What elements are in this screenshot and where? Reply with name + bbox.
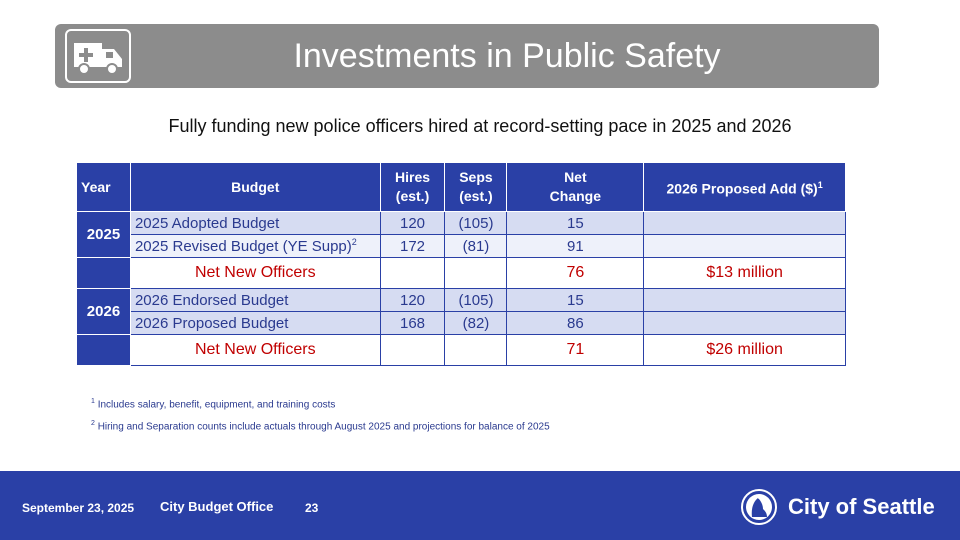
subtitle: Fully funding new police officers hired … bbox=[168, 116, 792, 136]
seps-cell bbox=[444, 334, 508, 366]
seps-cell: (82) bbox=[444, 311, 508, 335]
table-row: 2026 Proposed Budget 168 (82) 86 bbox=[77, 311, 846, 335]
budget-table: Year Budget Hires (est.) Seps (est.) Net Ch… bbox=[76, 162, 846, 366]
budget-cell: 2026 Proposed Budget bbox=[129, 311, 381, 335]
year-cell-2025: 2025 bbox=[76, 211, 131, 258]
table-row: 2025 2025 Adopted Budget 120 (105) 15 bbox=[76, 211, 846, 258]
footer-office: City Budget Office bbox=[160, 499, 274, 514]
budget-cell: 2025 Revised Budget (YE Supp)2 bbox=[129, 234, 381, 258]
net-change-cell: 15 bbox=[506, 288, 645, 312]
proposed-add-cell bbox=[643, 288, 846, 312]
hires-cell bbox=[379, 257, 446, 289]
net-new-officers-row: Net New Officers 71 $26 million bbox=[76, 334, 846, 366]
footnotes: 1 Includes salary, benefit, equipment, a… bbox=[91, 398, 550, 443]
seps-cell: (105) bbox=[444, 288, 508, 312]
seps-cell bbox=[444, 257, 508, 289]
year-cell-empty bbox=[76, 334, 131, 366]
header-year: Year bbox=[76, 162, 131, 212]
seattle-seal-icon bbox=[741, 489, 777, 525]
proposed-add-cell bbox=[643, 234, 846, 258]
table-row: 2025 Revised Budget (YE Supp)2 172 (81) … bbox=[77, 234, 846, 258]
net-new-officers-row: Net New Officers 76 $13 million bbox=[76, 257, 846, 289]
budget-cell: 2025 Adopted Budget bbox=[129, 211, 381, 235]
table-row: 2026 2026 Endorsed Budget 120 (105) 15 bbox=[76, 288, 846, 335]
proposed-add-cell: $13 million bbox=[643, 257, 846, 289]
net-new-officers-label: Net New Officers bbox=[129, 334, 381, 366]
footnote-1: 1 Includes salary, benefit, equipment, a… bbox=[91, 398, 336, 411]
header-net-change: Net Change bbox=[506, 162, 645, 212]
footer-date: September 23, 2025 bbox=[22, 501, 135, 515]
net-change-cell: 76 bbox=[506, 257, 645, 289]
proposed-add-cell: $26 million bbox=[643, 334, 846, 366]
table-header-row: Year Budget Hires (est.) Seps (est.) Net Ch… bbox=[76, 162, 846, 212]
net-change-cell: 86 bbox=[506, 311, 645, 335]
net-change-cell: 91 bbox=[506, 234, 645, 258]
footnote-2: 2 Hiring and Separation counts include a… bbox=[91, 420, 550, 433]
year-cell-2026: 2026 bbox=[76, 288, 131, 335]
header-budget: Budget bbox=[129, 162, 381, 212]
hires-cell bbox=[379, 334, 446, 366]
net-new-officers-label: Net New Officers bbox=[129, 257, 381, 289]
page-title: Investments in Public Safety bbox=[293, 37, 721, 75]
header-proposed-add: 2026 Proposed Add ($)1 bbox=[643, 162, 846, 212]
footer-bar: September 23, 2025 City Budget Office 23… bbox=[0, 471, 960, 540]
net-change-cell: 15 bbox=[506, 211, 645, 235]
seps-cell: (81) bbox=[444, 234, 508, 258]
hires-cell: 120 bbox=[379, 288, 446, 312]
seps-cell: (105) bbox=[444, 211, 508, 235]
budget-cell: 2026 Endorsed Budget bbox=[129, 288, 381, 312]
hires-cell: 120 bbox=[379, 211, 446, 235]
ambulance-icon bbox=[65, 29, 131, 83]
proposed-add-cell bbox=[643, 311, 846, 335]
net-change-cell: 71 bbox=[506, 334, 645, 366]
year-cell-empty bbox=[76, 257, 131, 289]
proposed-add-cell bbox=[643, 211, 846, 235]
page-number: 23 bbox=[305, 501, 319, 515]
header-seps: Seps (est.) bbox=[444, 162, 508, 212]
hires-cell: 168 bbox=[379, 311, 446, 335]
hires-cell: 172 bbox=[379, 234, 446, 258]
header-hires: Hires (est.) bbox=[379, 162, 446, 212]
city-name: City of Seattle bbox=[788, 494, 935, 519]
title-bar: Investments in Public Safety bbox=[55, 24, 879, 88]
